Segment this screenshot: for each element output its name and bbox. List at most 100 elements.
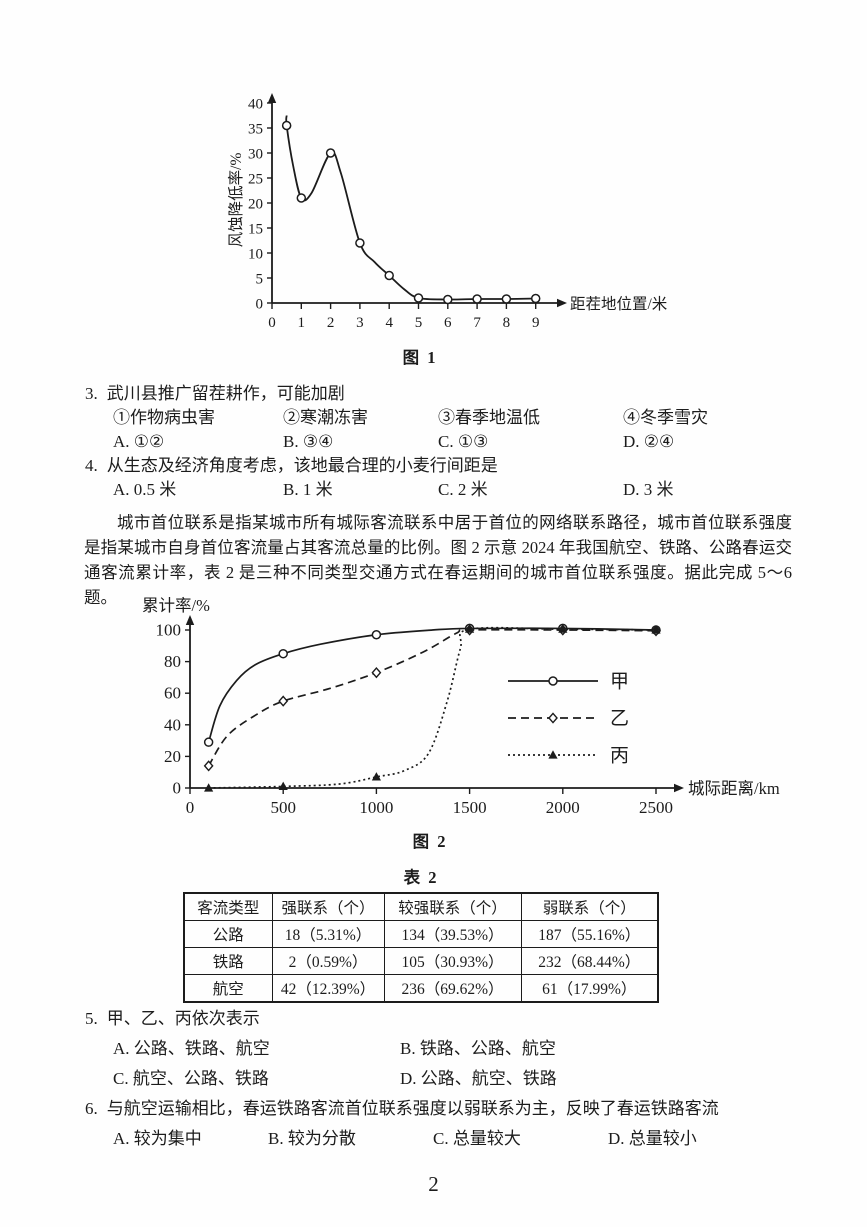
svg-text:5: 5 — [256, 272, 264, 288]
question-4-stem: 4. 从生态及经济角度考虑，该地最合理的小麦行间距是 — [85, 454, 799, 478]
question-4-number: 4. — [85, 456, 98, 475]
svg-text:7: 7 — [473, 315, 481, 331]
option-d: D. ②④ — [623, 432, 675, 451]
svg-text:0: 0 — [256, 297, 264, 313]
svg-text:8: 8 — [503, 315, 511, 331]
table-cell: 236（69.62%） — [383, 974, 522, 1003]
svg-text:15: 15 — [248, 222, 263, 238]
option-b: B. ③④ — [283, 432, 334, 451]
table-cell: 232（68.44%） — [520, 947, 659, 975]
option-c: C. 航空、公路、铁路 — [113, 1069, 269, 1088]
svg-text:500: 500 — [270, 798, 296, 817]
subitem-1: ①作物病虫害 — [113, 408, 215, 427]
question-5-text: 甲、乙、丙依次表示 — [106, 1009, 260, 1028]
table-row: 航空 42（12.39%） 236（69.62%） 61（17.99%） — [183, 974, 659, 1003]
option-d: D. 3 米 — [623, 480, 674, 499]
question-3-stem: 3. 武川县推广留茬耕作，可能加剧 — [85, 382, 799, 406]
questions-3-4: 3. 武川县推广留茬耕作，可能加剧 ①作物病虫害 ②寒潮冻害 ③春季地温低 ④冬季… — [85, 382, 799, 502]
svg-text:30: 30 — [248, 147, 263, 163]
subitem-2: ②寒潮冻害 — [283, 408, 368, 427]
table2: 客流类型 强联系（个） 较强联系（个） 弱联系（个） 公路 18（5.31%） … — [183, 892, 659, 1003]
question-3-number: 3. — [85, 384, 98, 403]
svg-text:25: 25 — [248, 172, 263, 188]
question-5-stem: 5. 甲、乙、丙依次表示 — [85, 1006, 799, 1031]
table2-header-cell: 弱联系（个） — [520, 892, 659, 921]
svg-text:1: 1 — [298, 315, 306, 331]
svg-text:1500: 1500 — [453, 798, 487, 817]
figure2-caption: 图 2 — [412, 832, 448, 851]
svg-text:0: 0 — [186, 798, 195, 817]
svg-text:20: 20 — [164, 747, 181, 766]
svg-text:10: 10 — [248, 247, 263, 263]
svg-text:距茬地位置/米: 距茬地位置/米 — [570, 295, 667, 313]
svg-text:4: 4 — [385, 315, 393, 331]
option-c: C. 2 米 — [438, 480, 488, 499]
svg-text:5: 5 — [415, 315, 423, 331]
question-5-options-row2: C. 航空、公路、铁路 D. 公路、航空、铁路 — [85, 1066, 799, 1091]
question-6-number: 6. — [85, 1099, 98, 1118]
table-cell: 105（30.93%） — [383, 947, 522, 975]
svg-text:40: 40 — [248, 97, 263, 113]
table-cell: 42（12.39%） — [271, 974, 385, 1003]
table-cell: 134（39.53%） — [383, 920, 522, 948]
svg-text:乙: 乙 — [610, 709, 629, 730]
svg-text:60: 60 — [164, 684, 181, 703]
option-b: B. 较为分散 — [268, 1129, 356, 1148]
svg-text:风蚀降低率/%: 风蚀降低率/% — [227, 153, 245, 248]
svg-text:2500: 2500 — [639, 798, 673, 817]
table2-header-cell: 客流类型 — [183, 892, 273, 921]
svg-text:40: 40 — [164, 715, 181, 734]
option-c: C. 总量较大 — [433, 1129, 521, 1148]
option-c: C. ①③ — [438, 432, 489, 451]
option-b: B. 1 米 — [283, 480, 333, 499]
svg-text:2000: 2000 — [546, 798, 580, 817]
table-row: 公路 18（5.31%） 134（39.53%） 187（55.16%） — [183, 920, 659, 948]
questions-5-6: 5. 甲、乙、丙依次表示 A. 公路、铁路、航空 B. 铁路、公路、航空 C. 航… — [85, 1006, 799, 1151]
svg-text:2: 2 — [327, 315, 335, 331]
option-a: A. 0.5 米 — [113, 480, 177, 499]
table-cell: 2（0.59%） — [271, 947, 385, 975]
question-6-stem: 6. 与航空运输相比，春运铁路客流首位联系强度以弱联系为主，反映了春运铁路客流 — [85, 1096, 799, 1121]
table2-caption: 表 2 — [403, 868, 439, 887]
figure1-caption: 图 1 — [402, 348, 438, 367]
subitem-3: ③春季地温低 — [438, 408, 540, 427]
svg-text:3: 3 — [356, 315, 364, 331]
question-3-text: 武川县推广留茬耕作，可能加剧 — [106, 384, 345, 403]
question-4-options: A. 0.5 米 B. 1 米 C. 2 米 D. 3 米 — [85, 478, 799, 502]
question-5-number: 5. — [85, 1009, 98, 1028]
question-3-options: A. ①② B. ③④ C. ①③ D. ②④ — [85, 430, 799, 454]
option-b: B. 铁路、公路、航空 — [400, 1039, 556, 1058]
svg-text:丙: 丙 — [610, 746, 629, 767]
page-number: 2 — [428, 1172, 439, 1196]
intro-paragraph: 城市首位联系是指某城市所有城际客流联系中居于首位的网络联系路径，城市首位联系强度… — [84, 513, 792, 607]
option-a: A. ①② — [113, 432, 165, 451]
option-a: A. 公路、铁路、航空 — [113, 1039, 270, 1058]
table2-header-row: 客流类型 强联系（个） 较强联系（个） 弱联系（个） — [183, 892, 659, 921]
svg-text:6: 6 — [444, 315, 452, 331]
question-5-options-row1: A. 公路、铁路、航空 B. 铁路、公路、航空 — [85, 1036, 799, 1061]
table-cell: 铁路 — [183, 947, 273, 975]
svg-text:0: 0 — [268, 315, 276, 331]
subitem-4: ④冬季雪灾 — [623, 408, 708, 427]
option-d: D. 总量较小 — [608, 1129, 697, 1148]
table-cell: 187（55.16%） — [520, 920, 659, 948]
svg-text:甲: 甲 — [610, 672, 629, 693]
svg-text:累计率/%: 累计率/% — [142, 596, 210, 615]
question-3-subitems: ①作物病虫害 ②寒潮冻害 ③春季地温低 ④冬季雪灾 — [85, 406, 799, 430]
question-6-options: A. 较为集中 B. 较为分散 C. 总量较大 D. 总量较小 — [85, 1126, 799, 1151]
table2-header-cell: 较强联系（个） — [383, 892, 522, 921]
option-d: D. 公路、航空、铁路 — [400, 1069, 557, 1088]
question-6-text: 与航空运输相比，春运铁路客流首位联系强度以弱联系为主，反映了春运铁路客流 — [106, 1099, 719, 1118]
option-a: A. 较为集中 — [113, 1129, 202, 1148]
table-cell: 航空 — [183, 974, 273, 1003]
figure1-line-chart: 0 5 10 15 20 25 30 35 40 0 1 2 3 4 5 6 7 8 9 风蚀降低率/% 距茬地位置/米 — [227, 93, 667, 331]
table-cell: 61（17.99%） — [520, 974, 659, 1003]
svg-text:0: 0 — [173, 779, 182, 798]
svg-text:城际距离/km: 城际距离/km — [688, 779, 780, 798]
table-row: 铁路 2（0.59%） 105（30.93%） 232（68.44%） — [183, 947, 659, 975]
table-cell: 18（5.31%） — [271, 920, 385, 948]
table-cell: 公路 — [183, 920, 273, 948]
question-4-text: 从生态及经济角度考虑，该地最合理的小麦行间距是 — [106, 456, 498, 475]
